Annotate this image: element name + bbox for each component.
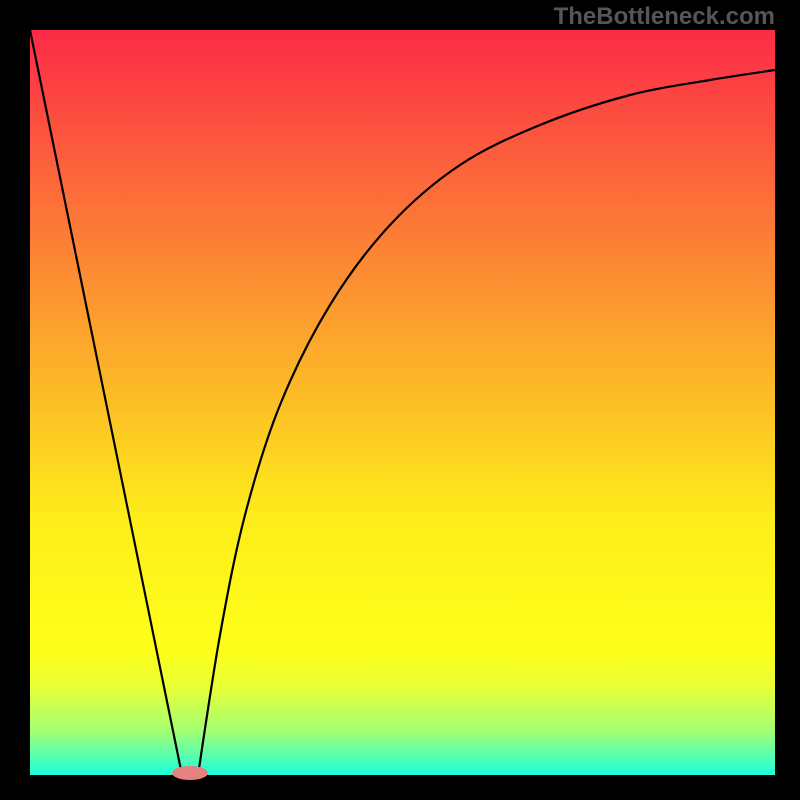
minimum-marker [172, 766, 208, 780]
curve-left-segment [30, 30, 182, 775]
watermark: TheBottleneck.com [554, 3, 775, 31]
bottleneck-curve [0, 0, 800, 800]
curve-right-segment [198, 70, 775, 775]
